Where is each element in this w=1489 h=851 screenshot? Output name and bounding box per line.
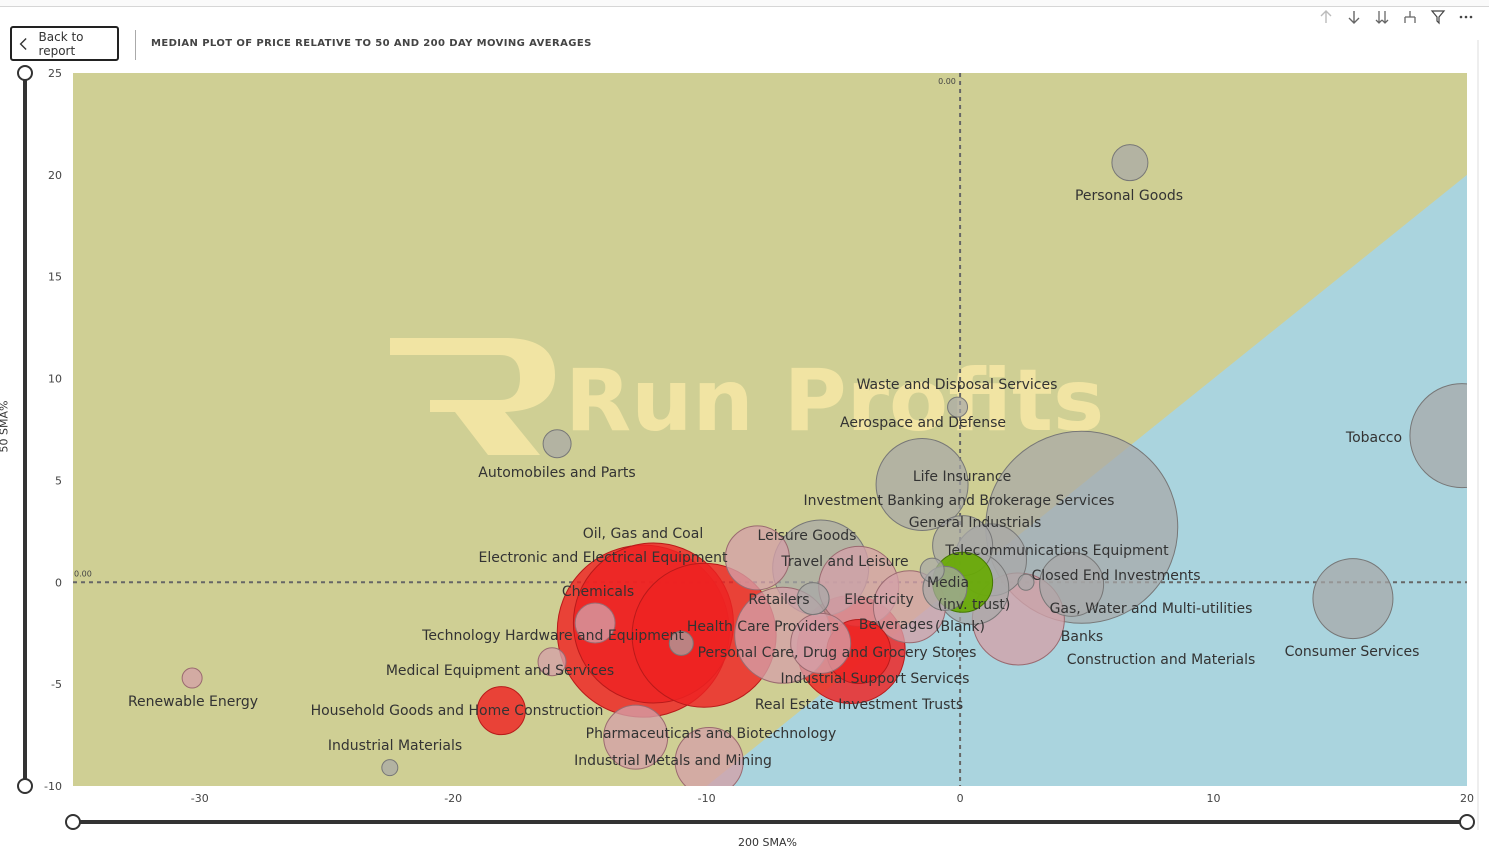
bubble-construction-and-materials[interactable] — [668, 630, 694, 656]
bubble-label: Retailers — [748, 592, 809, 608]
bubble-label: Automobiles and Parts — [478, 465, 635, 481]
watermark-logo: Run Profits — [390, 338, 1104, 455]
bubble-label: Industrial Metals and Mining — [574, 753, 772, 769]
watermark-logo-mark — [390, 338, 555, 455]
bubble-label: (inv. trust) — [938, 597, 1011, 613]
bubble-aerospace-and-defense[interactable] — [875, 438, 969, 532]
bubble-label: Consumer Services — [1285, 644, 1420, 660]
bubble-label: Waste and Disposal Services — [857, 377, 1058, 393]
bubble-label: Technology Hardware and Equipment — [421, 628, 684, 644]
y-tick-label: 20 — [48, 169, 62, 182]
bubble-personal-goods[interactable] — [1111, 144, 1149, 182]
header-divider — [135, 30, 136, 60]
bubble-household-goods-and-home-construction[interactable] — [476, 686, 526, 736]
bubble-waste-and-disposal-services[interactable] — [947, 396, 969, 418]
bubble-label: Travel and Leisure — [780, 554, 908, 570]
y-tick-label: -10 — [44, 780, 62, 793]
y-tick-label: 25 — [48, 67, 62, 80]
y-zoom-handle-top[interactable] — [17, 65, 33, 81]
x-axis-label: 200 SMA% — [738, 836, 797, 849]
x-tick-label: 20 — [1460, 792, 1474, 805]
bubble-label: Personal Goods — [1075, 188, 1183, 204]
y-tick-label: 15 — [48, 271, 62, 284]
bubble-label: Renewable Energy — [128, 694, 258, 710]
bubble-label: Pharmaceuticals and Biotechnology — [586, 726, 837, 742]
x-tick-label: -20 — [444, 792, 462, 805]
back-to-report-button[interactable]: Back to report — [10, 26, 119, 61]
bubble-label: Health Care Providers — [687, 619, 839, 635]
bubble-retailers[interactable] — [796, 582, 830, 616]
arrow-down-icon[interactable] — [1345, 8, 1363, 26]
bubble-label: Gas, Water and Multi-utilities — [1050, 601, 1253, 617]
bubble-label: (Blank) — [935, 619, 985, 635]
bubble-label: Industrial Materials — [328, 738, 462, 754]
bubble-renewable-energy[interactable] — [181, 667, 203, 689]
below-band — [706, 174, 1467, 786]
bubble-real-estate-investment-trusts[interactable] — [790, 612, 852, 674]
bubble-leisure-goods[interactable] — [724, 525, 790, 591]
x-zoom-handle-right[interactable] — [1459, 814, 1475, 830]
back-button-label: Back to report — [38, 29, 84, 58]
bubble-label: Medical Equipment and Services — [386, 663, 614, 679]
x-tick-label: -10 — [698, 792, 716, 805]
bubble-label: Real Estate Investment Trusts — [755, 697, 963, 713]
bubble-label: Telecommunications Equipment — [944, 543, 1169, 559]
bubble-label: Electronic and Electrical Equipment — [478, 550, 728, 566]
bubble-pharmaceuticals-and-biotechnology[interactable] — [603, 704, 669, 770]
y-tick-label: 0 — [55, 576, 62, 589]
y-tick-label: 5 — [55, 474, 62, 487]
bubble-label: Tobacco — [1345, 430, 1402, 446]
bubble-tobacco[interactable] — [1409, 383, 1489, 489]
bubble-label: General Industrials — [909, 515, 1042, 531]
bubble-label: Life Insurance — [913, 469, 1011, 485]
chevron-left-icon — [19, 37, 27, 50]
y-tick-label: 10 — [48, 373, 62, 386]
visual-toolbar — [1317, 8, 1475, 26]
bubble-label: Chemicals — [562, 584, 634, 600]
bubble-label: Aerospace and Defense — [840, 415, 1006, 431]
x-tick-label: -30 — [191, 792, 209, 805]
y-reference-label: 0.00 — [74, 569, 92, 578]
y-tick-label: -5 — [51, 678, 62, 691]
bubble-label: Oil, Gas and Coal — [583, 526, 703, 542]
arrow-up-icon[interactable] — [1317, 8, 1335, 26]
watermark-text: Run Profits — [565, 351, 1104, 451]
bubble-medical-equipment-and-services[interactable] — [537, 647, 567, 677]
bubble-label: Electricity — [844, 592, 914, 608]
x-tick-label: 0 — [957, 792, 964, 805]
x-zoom-handle-left[interactable] — [65, 814, 81, 830]
bubble-label: Industrial Support Services — [781, 671, 970, 687]
y-axis-label: 50 SMA% — [0, 400, 11, 453]
bubble-inv-trust[interactable] — [919, 557, 945, 583]
bubble-industrial-materials[interactable] — [381, 759, 399, 777]
bubble-label: Construction and Materials — [1067, 652, 1256, 668]
visual-border — [1477, 40, 1479, 830]
bubble-label: Household Goods and Home Construction — [311, 703, 604, 719]
bubble-label: Leisure Goods — [758, 528, 857, 544]
bubble-closed-end-investments[interactable] — [1017, 573, 1035, 591]
bubble-technology-hardware-and-equipment[interactable] — [574, 602, 616, 644]
bubble-label: Beverages — [859, 617, 933, 633]
bubble-label: Personal Care, Drug and Grocery Stores — [698, 645, 977, 661]
bubble-industrial-metals-and-mining[interactable] — [674, 727, 744, 796]
top-strip — [0, 0, 1489, 7]
bubble-label: Banks — [1061, 629, 1103, 645]
page-title: MEDIAN PLOT OF PRICE RELATIVE TO 50 AND … — [151, 38, 592, 49]
y-zoom-handle-bottom[interactable] — [17, 778, 33, 794]
bubble-label: Closed End Investments — [1031, 568, 1200, 584]
double-arrow-down-icon[interactable] — [1373, 8, 1391, 26]
bubble-label: Investment Banking and Brokerage Service… — [804, 493, 1115, 509]
expand-hierarchy-icon[interactable] — [1401, 8, 1419, 26]
x-tick-label: 10 — [1207, 792, 1221, 805]
filter-icon[interactable] — [1429, 8, 1447, 26]
bubble-automobiles-and-parts[interactable] — [542, 429, 572, 459]
more-options-icon[interactable] — [1457, 8, 1475, 26]
bubble-telecommunications-equipment[interactable] — [1039, 551, 1105, 617]
bubble-label: Media — [927, 575, 969, 591]
x-reference-label: 0.00 — [938, 77, 956, 86]
bubble-consumer-services[interactable] — [1312, 558, 1394, 640]
